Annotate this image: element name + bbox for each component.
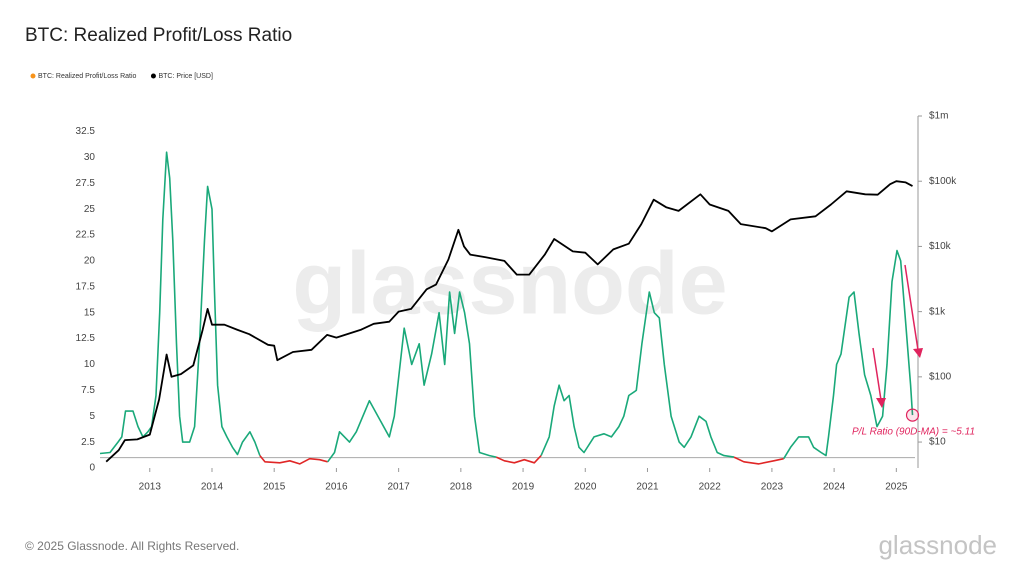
x-tick-label: 2020: [574, 482, 597, 493]
y-tick-label: 0: [89, 463, 95, 474]
y-tick-label: 30: [84, 152, 96, 163]
x-tick-label: 2015: [263, 482, 286, 493]
y-tick-label: 20: [84, 256, 96, 267]
x-tick-label: 2025: [885, 482, 908, 493]
y-tick-label: 15: [84, 307, 96, 318]
chart-title: BTC: Realized Profit/Loss Ratio: [25, 25, 292, 46]
ratio-line: [495, 455, 542, 464]
ratio-line: [99, 151, 261, 456]
y2-tick-label: $100k: [929, 176, 957, 187]
x-tick-label: 2024: [823, 482, 846, 493]
last-point-highlight: [905, 408, 920, 422]
ratio-line: [783, 249, 914, 460]
y2-tick-label: $1m: [929, 111, 948, 122]
annotation-arrow: [872, 347, 882, 401]
x-tick-label: 2017: [388, 482, 411, 493]
footer: © 2025 Glassnode. All Rights Reserved.: [25, 539, 239, 553]
y-tick-label: 32.5: [76, 126, 96, 137]
y-tick-label: 25: [84, 204, 96, 215]
logo: glassnode: [878, 530, 997, 560]
y-tick-label: 5: [89, 411, 95, 422]
y2-tick-label: $10k: [929, 241, 952, 252]
x-tick-label: 2019: [512, 482, 535, 493]
y-tick-label: 10: [84, 359, 96, 370]
arrow-head: [913, 348, 923, 358]
y-tick-label: 27.5: [76, 178, 96, 189]
x-tick-label: 2023: [761, 482, 784, 493]
arrow-head: [876, 398, 886, 408]
x-tick-label: 2022: [699, 482, 722, 493]
legend-marker: [150, 73, 156, 79]
x-tick-label: 2013: [139, 482, 162, 493]
annotation: P/L Ratio (90D-MA) = ~5.11: [852, 427, 975, 438]
watermark: glassnode: [292, 233, 727, 332]
y2-tick-label: $10: [929, 437, 946, 448]
y-tick-label: 22.5: [76, 230, 96, 241]
y-tick-label: 12.5: [76, 333, 96, 344]
ratio-line: [259, 455, 328, 465]
y-tick-label: 7.5: [81, 385, 95, 396]
ratio-line: [540, 291, 735, 458]
legend-label: BTC: Price [USD]: [158, 73, 213, 80]
ratio-line: [733, 456, 784, 465]
x-tick-label: 2018: [450, 482, 473, 493]
x-tick-label: 2014: [201, 482, 224, 493]
price-line: [105, 180, 913, 463]
legend-label: BTC: Realized Profit/Loss Ratio: [38, 73, 137, 80]
y-tick-label: 2.5: [81, 437, 95, 448]
y2-tick-label: $100: [929, 371, 952, 382]
x-tick-label: 2016: [325, 482, 348, 493]
legend-marker: [30, 73, 36, 79]
y2-tick-label: $1k: [929, 306, 946, 317]
y-tick-label: 17.5: [76, 281, 96, 292]
annotation-arrow: [904, 264, 919, 351]
plot-area: 0 2.5 5 7.5 10 12.5 15 17.5 20 22.5 25 27.5 30 32.5 $1…: [76, 111, 958, 493]
x-tick-label: 2021: [636, 482, 659, 493]
ratio-line: [327, 291, 497, 463]
